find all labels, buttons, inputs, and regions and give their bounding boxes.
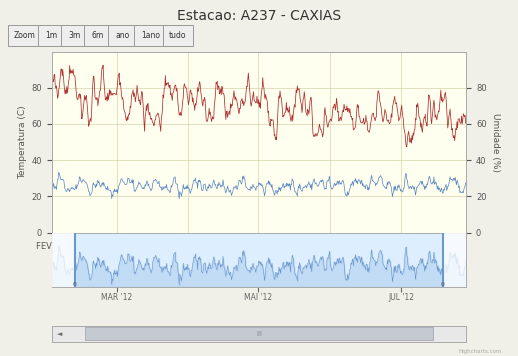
Bar bbox=[85, 328, 433, 340]
Bar bbox=[85, 328, 433, 340]
Y-axis label: Temperatura (C): Temperatura (C) bbox=[18, 105, 27, 179]
X-axis label: Data: Data bbox=[247, 253, 271, 263]
Text: 0: 0 bbox=[73, 282, 77, 287]
Text: III: III bbox=[256, 331, 262, 337]
Y-axis label: Umidade (%): Umidade (%) bbox=[492, 112, 500, 172]
Text: 1ano: 1ano bbox=[141, 31, 160, 40]
Text: 6m: 6m bbox=[92, 31, 104, 40]
Text: Highcharts.com: Highcharts.com bbox=[459, 349, 502, 354]
Text: 1m: 1m bbox=[45, 31, 57, 40]
Text: 0: 0 bbox=[441, 282, 445, 287]
Bar bbox=[443, 232, 466, 287]
Text: ◄: ◄ bbox=[57, 331, 63, 337]
Text: Estacao: A237 - CAXIAS: Estacao: A237 - CAXIAS bbox=[177, 9, 341, 23]
Text: 3m: 3m bbox=[68, 31, 81, 40]
Text: ano: ano bbox=[116, 31, 130, 40]
Bar bbox=[52, 232, 75, 287]
Text: Zoom: Zoom bbox=[13, 31, 36, 40]
Text: tudo: tudo bbox=[169, 31, 186, 40]
